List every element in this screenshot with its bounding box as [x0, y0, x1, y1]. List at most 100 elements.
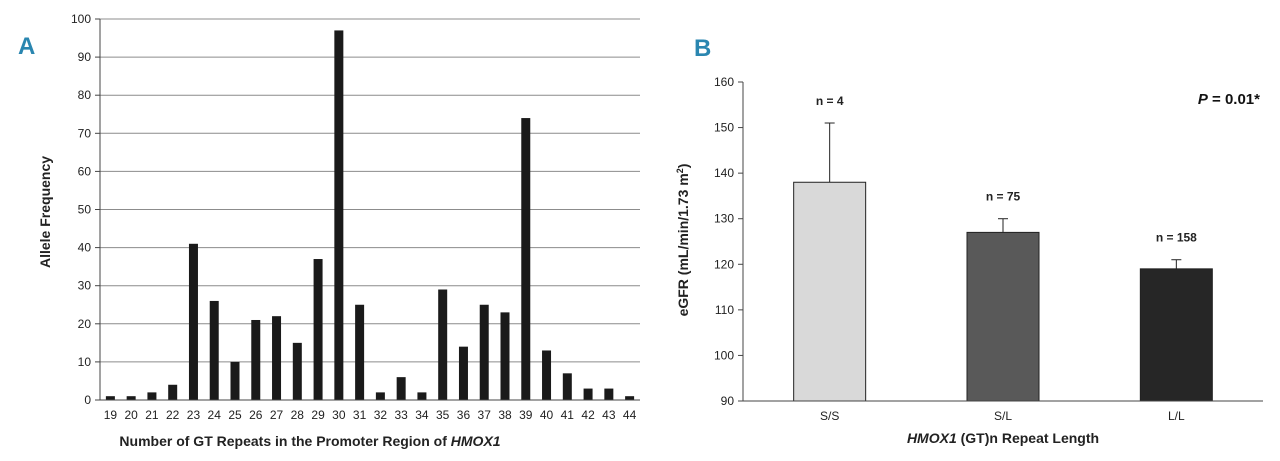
panel-a-x-tick-label: 35 — [436, 408, 450, 422]
panel-b-x-tick-label: S/L — [994, 409, 1012, 423]
panel-a-bar-20 — [126, 396, 136, 400]
panel-b-error-bars — [824, 122, 1182, 269]
panel-a-bar-28 — [292, 342, 302, 400]
panel-b-n-label-s-l: n = 75 — [986, 190, 1021, 204]
panel-a-bar-31 — [355, 304, 365, 400]
panel-a-bar-36 — [458, 346, 468, 400]
panel-a-bar-25 — [230, 361, 240, 400]
panel-a-x-tick-label: 27 — [270, 408, 284, 422]
panel-a-y-ticks: 0 10 20 30 40 50 60 70 80 90 100 — [71, 12, 100, 407]
panel-a-bar-37 — [479, 304, 489, 400]
panel-b-bar-l-l — [1139, 268, 1213, 402]
panel-a-x-tick-label: 33 — [394, 408, 408, 422]
panel-b-p-symbol: P — [1198, 91, 1209, 108]
panel-a-letter: A — [18, 33, 35, 60]
panel-a-bar-39 — [521, 118, 531, 400]
panel-a-bar-30 — [334, 30, 344, 401]
panel-a-x-tick-label: 29 — [311, 408, 325, 422]
panel-a-x-tick-label: 19 — [104, 408, 118, 422]
panel-a-x-tick-label: 42 — [581, 408, 595, 422]
panel-a-x-axis-title-gene: HMOX1 — [451, 433, 501, 449]
panel-a-y-tick-label: 50 — [78, 203, 92, 217]
panel-a-gridlines — [100, 18, 640, 363]
panel-a-bar-42 — [583, 388, 593, 400]
panel-a-x-tick-label: 28 — [291, 408, 305, 422]
panel-b-y-axis-title-close: ) — [675, 164, 691, 169]
panel-a-x-tick-label: 44 — [623, 408, 637, 422]
panel-b-p-rest: = 0.01* — [1208, 91, 1260, 108]
panel-a-x-tick-label: 40 — [540, 408, 554, 422]
panel-a-bar-32 — [375, 392, 385, 400]
panel-b-y-axis-title-main: eGFR (mL/min/1.73 m — [675, 173, 691, 316]
panel-a-x-tick-label: 22 — [166, 408, 180, 422]
panel-b-sample-size-labels: n = 4 n = 75 n = 158 — [816, 94, 1197, 245]
panel-b-y-ticks: 90 100 110 120 130 140 150 160 — [714, 75, 743, 408]
panel-b-y-axis-title: eGFR (mL/min/1.73 m2) — [675, 164, 691, 317]
panel-b-bar-s-l — [966, 231, 1040, 402]
panel-a-x-tick-label: 43 — [602, 408, 616, 422]
panel-a-bar-21 — [147, 392, 157, 400]
panel-a-bar-26 — [251, 319, 261, 400]
panel-b-bar-chart: B n = 4 n = 75 n = 158 90 100 110 120 130 140 15… — [675, 35, 1263, 446]
panel-b-letter: B — [694, 35, 711, 62]
panel-a-bar-chart: A 0 10 20 30 40 50 60 70 80 90 100 19 20 21 22 23 24 25 2… — [18, 12, 640, 449]
panel-a-x-tick-label: 30 — [332, 408, 346, 422]
panel-a-y-tick-label: 70 — [78, 126, 92, 140]
panel-b-y-tick-label: 100 — [714, 348, 734, 362]
panel-a-x-axis-title: Number of GT Repeats in the Promoter Reg… — [119, 433, 500, 449]
panel-a-x-tick-label: 32 — [374, 408, 388, 422]
panel-b-n-label-s-s: n = 4 — [816, 94, 844, 108]
panel-b-y-tick-label: 150 — [714, 121, 734, 135]
panel-b-x-ticks: S/S S/L L/L — [820, 409, 1185, 423]
panel-b-x-axis-title: HMOX1 (GT)n Repeat Length — [907, 430, 1099, 446]
panel-a-y-tick-label: 90 — [78, 50, 92, 64]
panel-b-x-tick-label: S/S — [820, 409, 839, 423]
panel-b-y-tick-label: 140 — [714, 166, 734, 180]
panel-a-x-tick-label: 24 — [208, 408, 222, 422]
panel-a-x-ticks: 19 20 21 22 23 24 25 26 27 28 29 30 31 32 33 34 35 36 37 38… — [104, 408, 637, 422]
panel-b-bar-s-s — [793, 181, 867, 402]
panel-b-n-label-l-l: n = 158 — [1156, 231, 1197, 245]
panel-a-bar-43 — [604, 388, 614, 400]
panel-b-p-value: P = 0.01* — [1198, 91, 1260, 108]
panel-a-bar-29 — [313, 259, 323, 400]
panel-a-x-tick-label: 39 — [519, 408, 533, 422]
panel-b-y-tick-label: 90 — [721, 394, 735, 408]
panel-a-y-tick-label: 20 — [78, 317, 92, 331]
panel-a-bar-35 — [438, 289, 448, 400]
panel-a-bar-23 — [188, 243, 198, 400]
panel-b-y-tick-label: 130 — [714, 212, 734, 226]
panel-b-y-axis-title-sup: 2 — [675, 168, 685, 173]
panel-a-x-tick-label: 38 — [498, 408, 512, 422]
panel-a-y-tick-label: 0 — [84, 393, 91, 407]
panel-a-x-tick-label: 25 — [228, 408, 242, 422]
panel-a-bar-41 — [562, 373, 572, 400]
panel-a-x-axis-title-prefix: Number of GT Repeats in the Promoter Reg… — [119, 433, 450, 449]
panel-a-bar-44 — [625, 396, 635, 400]
panel-a-x-tick-label: 37 — [478, 408, 492, 422]
panel-a-bar-24 — [209, 300, 219, 400]
panel-a-y-axis-title: Allele Frequency — [37, 156, 53, 268]
panel-b-bars — [793, 181, 1213, 402]
panel-a-x-tick-label: 36 — [457, 408, 471, 422]
panel-a-y-tick-label: 100 — [71, 12, 91, 26]
panel-b-x-axis-title-gene: HMOX1 — [907, 430, 957, 446]
panel-a-y-tick-label: 60 — [78, 164, 92, 178]
panel-a-bar-27 — [272, 316, 282, 400]
panel-a-bar-40 — [542, 350, 552, 400]
panel-a-x-tick-label: 31 — [353, 408, 367, 422]
panel-a-bar-34 — [417, 392, 427, 400]
panel-b-y-tick-label: 120 — [714, 257, 734, 271]
panel-a-bar-33 — [396, 377, 406, 400]
panel-a-x-tick-label: 21 — [145, 408, 159, 422]
panel-a-y-tick-label: 80 — [78, 88, 92, 102]
panel-a-y-tick-label: 10 — [78, 355, 92, 369]
panel-a-bar-38 — [500, 312, 510, 400]
panel-a-y-tick-label: 40 — [78, 241, 92, 255]
panel-a-x-tick-label: 41 — [561, 408, 575, 422]
panel-b-y-tick-label: 110 — [715, 303, 734, 317]
panel-a-x-tick-label: 20 — [124, 408, 138, 422]
panel-b-x-tick-label: L/L — [1168, 409, 1185, 423]
panel-a-x-tick-label: 34 — [415, 408, 429, 422]
